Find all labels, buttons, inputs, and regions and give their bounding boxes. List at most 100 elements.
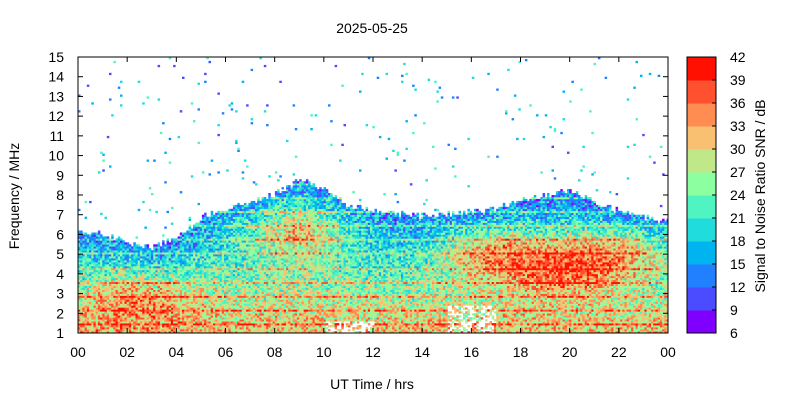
heatmap-cell	[97, 325, 101, 328]
heatmap-cell	[272, 206, 276, 210]
heatmap-cell	[246, 208, 249, 212]
heatmap-cell	[213, 299, 216, 302]
heatmap-cell	[135, 277, 138, 281]
heatmap-cell	[261, 208, 265, 212]
heatmap-cell	[237, 246, 240, 249]
heatmap-cell	[261, 309, 265, 312]
heatmap-cell	[272, 311, 276, 314]
heatmap-cell	[235, 293, 238, 296]
heatmap-cell	[270, 299, 273, 302]
heatmap-cell	[122, 260, 125, 263]
heatmap-cell	[106, 267, 110, 271]
heatmap-cell	[184, 293, 187, 296]
heatmap-cell	[111, 311, 114, 314]
heatmap-cell	[177, 289, 181, 292]
heatmap-cell	[274, 327, 278, 330]
heatmap-cell	[137, 267, 141, 271]
heatmap-cell	[177, 317, 181, 320]
heatmap-cell	[230, 244, 234, 247]
heatmap-cell	[237, 210, 240, 214]
heatmap-cell	[86, 323, 90, 326]
heatmap-cell	[228, 264, 231, 267]
heatmap-cell	[148, 273, 152, 277]
heatmap-cell	[190, 248, 194, 251]
heatmap-cell	[208, 289, 211, 292]
heatmap-cell	[144, 283, 147, 286]
heatmap-cell	[135, 260, 138, 263]
heatmap-cell	[237, 222, 240, 225]
heatmap-cell	[135, 244, 138, 247]
heatmap-cell	[250, 269, 254, 273]
heatmap-cell	[117, 323, 121, 326]
heatmap-cell	[190, 277, 194, 281]
heatmap-cell	[272, 315, 276, 318]
heatmap-cell	[188, 240, 192, 243]
heatmap-cell	[159, 303, 163, 306]
heatmap-cell	[261, 283, 265, 286]
heatmap-cell	[173, 277, 176, 281]
heatmap-cell	[78, 242, 81, 245]
heatmap-cell	[217, 311, 220, 314]
heatmap-cell	[100, 236, 103, 239]
heatmap-cell	[157, 244, 161, 247]
heatmap-cell	[190, 299, 194, 302]
heatmap-cell	[146, 297, 150, 300]
heatmap-cell	[80, 256, 83, 259]
heatmap-cell	[157, 281, 161, 284]
heatmap-cell	[190, 307, 194, 310]
heatmap-cell	[226, 307, 229, 310]
heatmap-cell	[243, 212, 247, 215]
heatmap-cell	[135, 329, 138, 332]
heatmap-cell	[109, 98, 112, 101]
heatmap-cell	[193, 281, 196, 284]
heatmap-cell	[82, 271, 85, 275]
heatmap-cell	[208, 216, 211, 219]
heatmap-cell	[272, 214, 276, 217]
heatmap-cell	[133, 252, 136, 255]
heatmap-cell	[219, 271, 223, 275]
heatmap-cell	[263, 250, 267, 253]
heatmap-cell	[78, 238, 81, 241]
heatmap-cell	[93, 248, 96, 251]
heatmap-cell	[232, 297, 236, 300]
heatmap-cell	[255, 309, 258, 312]
heatmap-cell	[148, 262, 152, 265]
heatmap-cell	[89, 283, 92, 286]
heatmap-cell	[221, 266, 225, 269]
heatmap-cell	[177, 285, 181, 288]
heatmap-cell	[113, 293, 116, 296]
heatmap-cell	[259, 309, 262, 312]
heatmap-cell	[195, 250, 198, 253]
heatmap-cell	[86, 329, 90, 332]
heatmap-cell	[84, 258, 88, 261]
heatmap-cell	[224, 323, 227, 326]
heatmap-cell	[102, 319, 105, 322]
heatmap-cell	[246, 218, 249, 221]
heatmap-cell	[259, 291, 262, 294]
heatmap-cell	[190, 250, 194, 253]
heatmap-cell	[239, 315, 242, 318]
heatmap-cell	[162, 256, 165, 259]
heatmap-cell	[243, 317, 247, 320]
heatmap-cell	[197, 226, 200, 229]
heatmap-cell	[97, 273, 101, 277]
heatmap-cell	[151, 301, 154, 304]
heatmap-cell	[146, 319, 150, 322]
heatmap-cell	[133, 246, 136, 249]
heatmap-cell	[241, 283, 245, 286]
heatmap-cell	[115, 283, 119, 286]
heatmap-cell	[217, 216, 220, 219]
heatmap-cell	[117, 273, 121, 277]
heatmap-cell	[86, 291, 90, 294]
heatmap-cell	[208, 315, 211, 318]
heatmap-cell	[215, 291, 218, 294]
heatmap-cell	[164, 331, 167, 333]
heatmap-cell	[97, 323, 101, 326]
heatmap-cell	[166, 240, 169, 243]
heatmap-cell	[170, 246, 174, 249]
heatmap-cell	[153, 293, 156, 296]
heatmap-cell	[195, 234, 198, 237]
heatmap-cell	[188, 317, 192, 320]
heatmap-cell	[263, 315, 267, 318]
heatmap-cell	[266, 293, 269, 296]
